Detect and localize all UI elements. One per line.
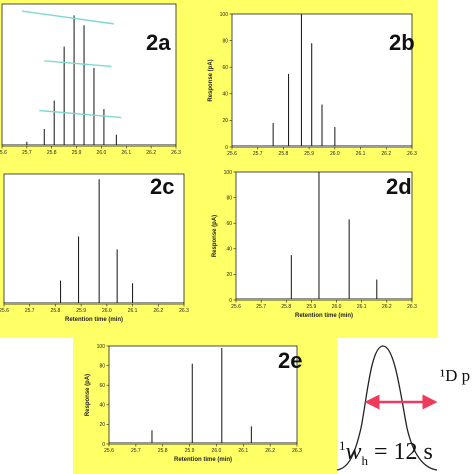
- x-tick-label: 26.0: [332, 304, 342, 310]
- x-tick-label: 26.1: [128, 308, 138, 314]
- y-axis-title: Response (pA): [212, 215, 218, 257]
- y-tick-label: 0: [225, 145, 228, 151]
- plot-area: [235, 171, 413, 301]
- y-axis-title: Response (pA): [85, 374, 91, 416]
- y-tick-label: 0: [102, 442, 105, 448]
- y-tick-label: 80: [99, 363, 105, 369]
- y-tick-label: 40: [99, 403, 105, 409]
- chart-panel-2a: 25.6 25.7 25.8 25.9 26.0 26.1 26.2 26.3: [0, 0, 220, 168]
- panel-label-2b: 2b: [389, 30, 415, 55]
- x-tick-label: 26.2: [146, 150, 156, 156]
- x-axis-title: Retention time (min): [295, 313, 353, 319]
- half-width-label-sup: 1: [339, 438, 346, 453]
- y-tick-label: 40: [222, 92, 228, 98]
- x-tick-label: 25.6: [104, 448, 114, 454]
- chart-panel-2d: 25.6 25.7 25.8 25.9 26.0 26.1 26.2 26.3 0 20 40 60 8…: [200, 168, 438, 338]
- x-tick-label: 25.9: [72, 150, 82, 156]
- x-tick-label: 26.1: [356, 151, 366, 157]
- half-width-label: 1wh = 12 s: [339, 438, 433, 469]
- y-axis-title: Response (pA): [208, 59, 214, 101]
- half-width-label-sub: h: [361, 452, 369, 468]
- x-tick-label: 26.1: [238, 448, 248, 454]
- x-tick-label: 26.2: [153, 308, 163, 314]
- x-tick-label: 26.3: [407, 151, 417, 157]
- plot-area: [108, 345, 298, 445]
- y-tick-label: 60: [226, 221, 232, 227]
- x-tick-label: 25.8: [279, 151, 289, 157]
- x-tick-label: 25.6: [0, 150, 7, 156]
- x-tick-label: 25.9: [307, 304, 317, 310]
- half-width-label-value: = 12 s: [368, 439, 433, 465]
- y-tick-label: 60: [222, 65, 228, 71]
- x-tick-label: 26.1: [357, 304, 367, 310]
- x-tick-label: 26.0: [102, 308, 112, 314]
- panel-label-2d: 2d: [386, 174, 412, 199]
- envelope-guide-line: [39, 109, 122, 119]
- peak-label: ¹D p: [440, 366, 471, 385]
- chart-panel-2e: 25.6 25.7 25.8 25.9 26.0 26.1 26.2 26.3 0 20 40 60 8…: [73, 338, 337, 474]
- y-tick-label: 100: [220, 12, 229, 18]
- x-tick-label: 25.9: [185, 448, 195, 454]
- x-tick-label: 26.0: [330, 151, 340, 157]
- x-tick-label: 25.7: [253, 151, 263, 157]
- x-tick-label: 26.3: [407, 304, 417, 310]
- panel-label-2c: 2c: [150, 174, 175, 199]
- gaussian-peak-diagram: [337, 345, 438, 471]
- plot-area: [3, 173, 185, 305]
- plot-area: [1, 3, 177, 147]
- gaussian-curve: [337, 345, 438, 471]
- x-tick-label: 26.3: [179, 308, 189, 314]
- chart-panel-2b: 25.6 25.7 25.8 25.9 26.0 26.1 26.2 26.3 0 20 40 60 8…: [200, 0, 438, 168]
- y-tick-label: 80: [226, 195, 232, 201]
- half-width-label-w: w: [345, 439, 362, 465]
- x-tick-label: 25.8: [281, 304, 291, 310]
- envelope-guide-line: [21, 10, 114, 25]
- x-tick-label: 25.6: [231, 304, 241, 310]
- envelope-guide-line: [44, 60, 112, 68]
- x-tick-label: 26.3: [292, 448, 302, 454]
- x-tick-label: 25.8: [47, 150, 57, 156]
- x-tick-label: 26.2: [382, 304, 392, 310]
- x-tick-label: 25.7: [256, 304, 266, 310]
- chart-panel-2c: 25.6 25.7 25.8 25.9 26.0 26.1 26.2 26.3 Retentio…: [0, 168, 200, 338]
- x-tick-label: 25.7: [25, 308, 35, 314]
- x-tick-label: 25.8: [51, 308, 61, 314]
- x-tick-label: 26.0: [97, 150, 107, 156]
- x-axis-title: Retention time (min): [174, 457, 232, 463]
- x-tick-label: 25.6: [0, 308, 9, 314]
- x-tick-label: 25.9: [304, 151, 314, 157]
- x-tick-label: 25.7: [22, 150, 32, 156]
- y-tick-label: 100: [97, 344, 106, 350]
- y-tick-label: 0: [229, 298, 232, 304]
- y-tick-label: 60: [99, 383, 105, 389]
- y-tick-label: 40: [226, 247, 232, 253]
- panel-label-2e: 2e: [278, 348, 303, 373]
- x-tick-label: 25.8: [158, 448, 168, 454]
- y-tick-label: 20: [222, 118, 228, 124]
- x-tick-label: 26.1: [121, 150, 131, 156]
- x-tick-label: 26.3: [171, 150, 181, 156]
- x-tick-label: 25.9: [76, 308, 86, 314]
- panel-label-2a: 2a: [146, 30, 171, 55]
- x-axis-title: Retention time (min): [65, 317, 123, 323]
- x-tick-label: 26.2: [381, 151, 391, 157]
- x-tick-label: 26.2: [265, 448, 275, 454]
- x-tick-label: 25.6: [227, 151, 237, 157]
- x-tick-label: 25.7: [131, 448, 141, 454]
- y-tick-label: 20: [99, 422, 105, 428]
- y-tick-label: 20: [226, 272, 232, 278]
- y-tick-label: 80: [222, 38, 228, 44]
- x-tick-label: 26.0: [212, 448, 222, 454]
- y-tick-label: 100: [224, 170, 233, 176]
